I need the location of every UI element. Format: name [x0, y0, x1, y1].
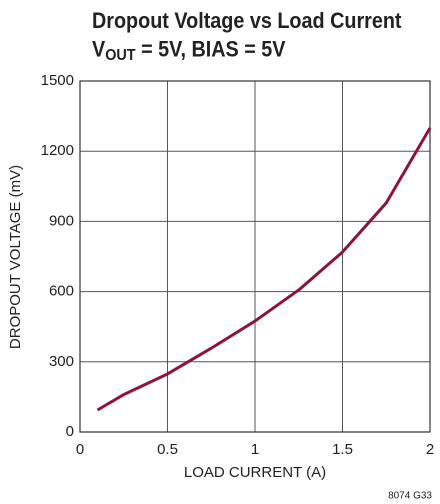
- y-tick-label: 900: [49, 212, 74, 229]
- subtitle-part: = 5V, BIAS = 5V: [136, 37, 286, 61]
- x-axis-label: LOAD CURRENT (A): [184, 464, 326, 481]
- y-tick-label: 1500: [41, 72, 74, 89]
- x-tick-label: 0.5: [157, 441, 178, 458]
- x-tick-label: 0: [76, 441, 84, 458]
- x-tick-label: 1: [251, 441, 259, 458]
- chart-subtitle: VOUT = 5V, BIAS = 5V: [92, 37, 286, 65]
- y-tick-label: 1200: [41, 142, 74, 159]
- footnote: 8074 G33: [388, 491, 432, 502]
- y-axis-label: DROPOUT VOLTAGE (mV): [7, 165, 24, 349]
- y-tick-label: 0: [66, 423, 74, 440]
- x-tick-label: 2: [426, 441, 434, 458]
- y-tick-label: 600: [49, 283, 74, 300]
- chart-title: Dropout Voltage vs Load Current: [92, 9, 402, 33]
- x-tick-label: 1.5: [332, 441, 353, 458]
- subtitle-part: V: [92, 37, 105, 61]
- title-block: Dropout Voltage vs Load Current VOUT = 5…: [92, 9, 402, 65]
- subtitle-subscript: OUT: [105, 47, 136, 65]
- y-tick-label: 300: [49, 353, 74, 370]
- data-line: [96, 127, 432, 412]
- plot-frame: [79, 80, 431, 433]
